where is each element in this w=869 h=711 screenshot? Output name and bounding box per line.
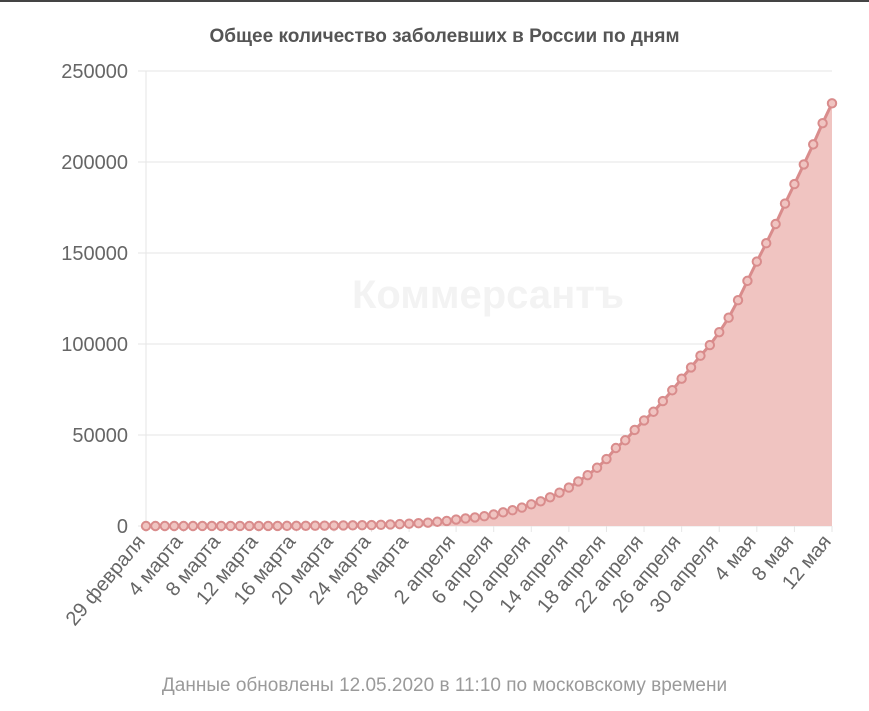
data-point[interactable] [507,505,518,516]
data-point[interactable] [761,238,772,249]
data-point[interactable] [319,520,330,531]
data-point[interactable] [150,520,161,532]
data-point[interactable] [723,312,734,323]
data-point[interactable] [422,517,434,528]
x-tick-label: 4 мая [710,531,761,585]
data-point[interactable] [206,520,217,532]
data-point[interactable] [281,520,293,532]
data-point[interactable] [347,520,358,531]
data-point[interactable] [826,98,838,109]
data-point[interactable] [732,295,744,306]
data-point[interactable] [375,519,387,531]
data-point[interactable] [582,469,593,481]
data-point[interactable] [610,442,622,454]
data-point[interactable] [197,520,208,532]
data-point[interactable] [187,520,199,532]
data-point[interactable] [356,520,368,531]
data-point[interactable] [685,362,697,373]
data-point[interactable] [704,339,716,351]
data-point[interactable] [300,520,311,531]
y-tick-label: 150000 [61,243,128,265]
data-point[interactable] [178,520,189,532]
data-point[interactable] [629,424,640,436]
data-point[interactable] [789,178,800,190]
data-point[interactable] [676,373,687,384]
y-tick-label: 200000 [61,152,128,174]
data-point[interactable] [798,159,810,170]
data-point[interactable] [215,520,227,532]
data-point[interactable] [695,350,706,361]
data-point[interactable] [554,487,565,498]
data-point[interactable] [497,507,509,518]
data-point[interactable] [338,520,349,531]
y-tick-label: 100000 [61,334,128,356]
data-point[interactable] [432,516,443,527]
data-point[interactable] [309,520,321,531]
chart-title: Общее количество заболевших в России по … [209,26,680,47]
data-point[interactable] [385,519,396,530]
data-point[interactable] [262,520,274,532]
data-point[interactable] [516,502,528,513]
data-point[interactable] [450,514,462,525]
data-point[interactable] [779,198,791,209]
data-point[interactable] [648,406,659,417]
top-border [0,0,869,2]
data-point[interactable] [159,520,170,532]
data-point[interactable] [140,520,152,532]
update-footnote: Данные обновлены 12.05.2020 в 11:10 по м… [161,675,728,696]
data-point[interactable] [253,520,264,532]
data-point[interactable] [638,415,650,426]
data-point[interactable] [770,218,781,230]
data-point[interactable] [403,518,415,529]
data-point[interactable] [657,395,669,407]
data-point[interactable] [563,482,575,493]
data-point[interactable] [535,496,546,507]
data-point[interactable] [272,520,283,532]
y-tick-label: 0 [117,516,128,538]
data-point[interactable] [620,435,631,446]
y-tick-label: 50000 [72,425,128,447]
data-point[interactable] [479,510,490,522]
data-point[interactable] [817,117,828,129]
y-tick-label: 250000 [61,61,128,83]
data-point[interactable] [441,515,452,527]
data-point[interactable] [291,520,302,532]
data-point[interactable] [591,462,603,473]
area-fill [146,103,832,526]
data-point[interactable] [244,520,255,532]
data-point[interactable] [573,476,584,487]
data-point[interactable] [526,499,537,510]
data-point[interactable] [667,385,678,396]
data-point[interactable] [808,139,819,150]
data-point[interactable] [544,492,556,503]
data-point[interactable] [413,518,424,529]
data-point[interactable] [742,275,753,287]
watermark: Коммерсантъ [352,273,624,317]
data-point[interactable] [366,519,377,531]
data-point[interactable] [394,518,405,530]
data-point[interactable] [488,509,499,520]
data-point[interactable] [328,520,340,531]
data-point[interactable] [234,520,246,532]
data-point[interactable] [460,513,471,524]
data-point[interactable] [168,520,180,532]
data-point[interactable] [714,326,725,338]
data-point[interactable] [469,512,481,523]
data-point[interactable] [751,256,763,267]
data-point[interactable] [601,453,612,465]
data-point[interactable] [225,520,236,532]
